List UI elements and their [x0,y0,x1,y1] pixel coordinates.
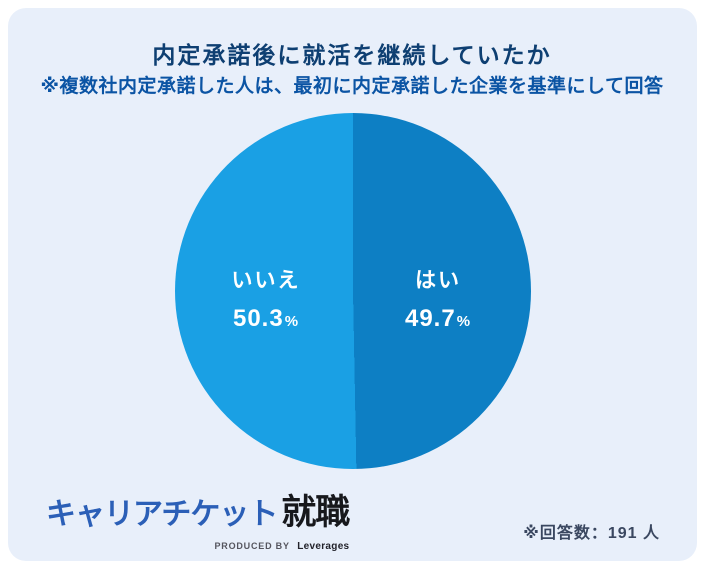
slice-value-yes: 49.7% [405,305,471,333]
byline-produced-by: PRODUCED BY [214,541,290,551]
byline-leverages: Leverages [297,541,350,552]
logo-wordmark: キャリアチケット 就職 [46,484,350,535]
slice-percent-no: 50.3 [232,305,284,332]
respondents-note: ※回答数：191 人 [523,525,660,542]
chart-subtitle: ※複数社内定承諾した人は、最初に内定承諾した企業を基準にして回答 [40,76,664,97]
logo-text-shushoku: 就職 [281,493,350,532]
slice-name-no: いいえ [231,269,301,292]
chart-title: 内定承諾後に就活を継続していたか [152,42,552,68]
slice-name-yes: はい [415,269,461,292]
pie-slice-label-yes: はい 49.7% [405,264,471,333]
pie-slice-label-no: いいえ 50.3% [232,264,301,333]
logo-byline: PRODUCED BY Leverages [46,536,349,554]
percent-sign: % [456,313,472,330]
slice-percent-yes: 49.7 [404,305,456,332]
careerticket-logo: キャリアチケット 就職 PRODUCED BY Leverages [46,484,350,554]
percent-sign: % [284,313,300,330]
slice-value-no: 50.3% [232,305,301,333]
logo-text-careerticket: キャリアチケット [46,498,278,531]
pie-chart [175,113,531,469]
